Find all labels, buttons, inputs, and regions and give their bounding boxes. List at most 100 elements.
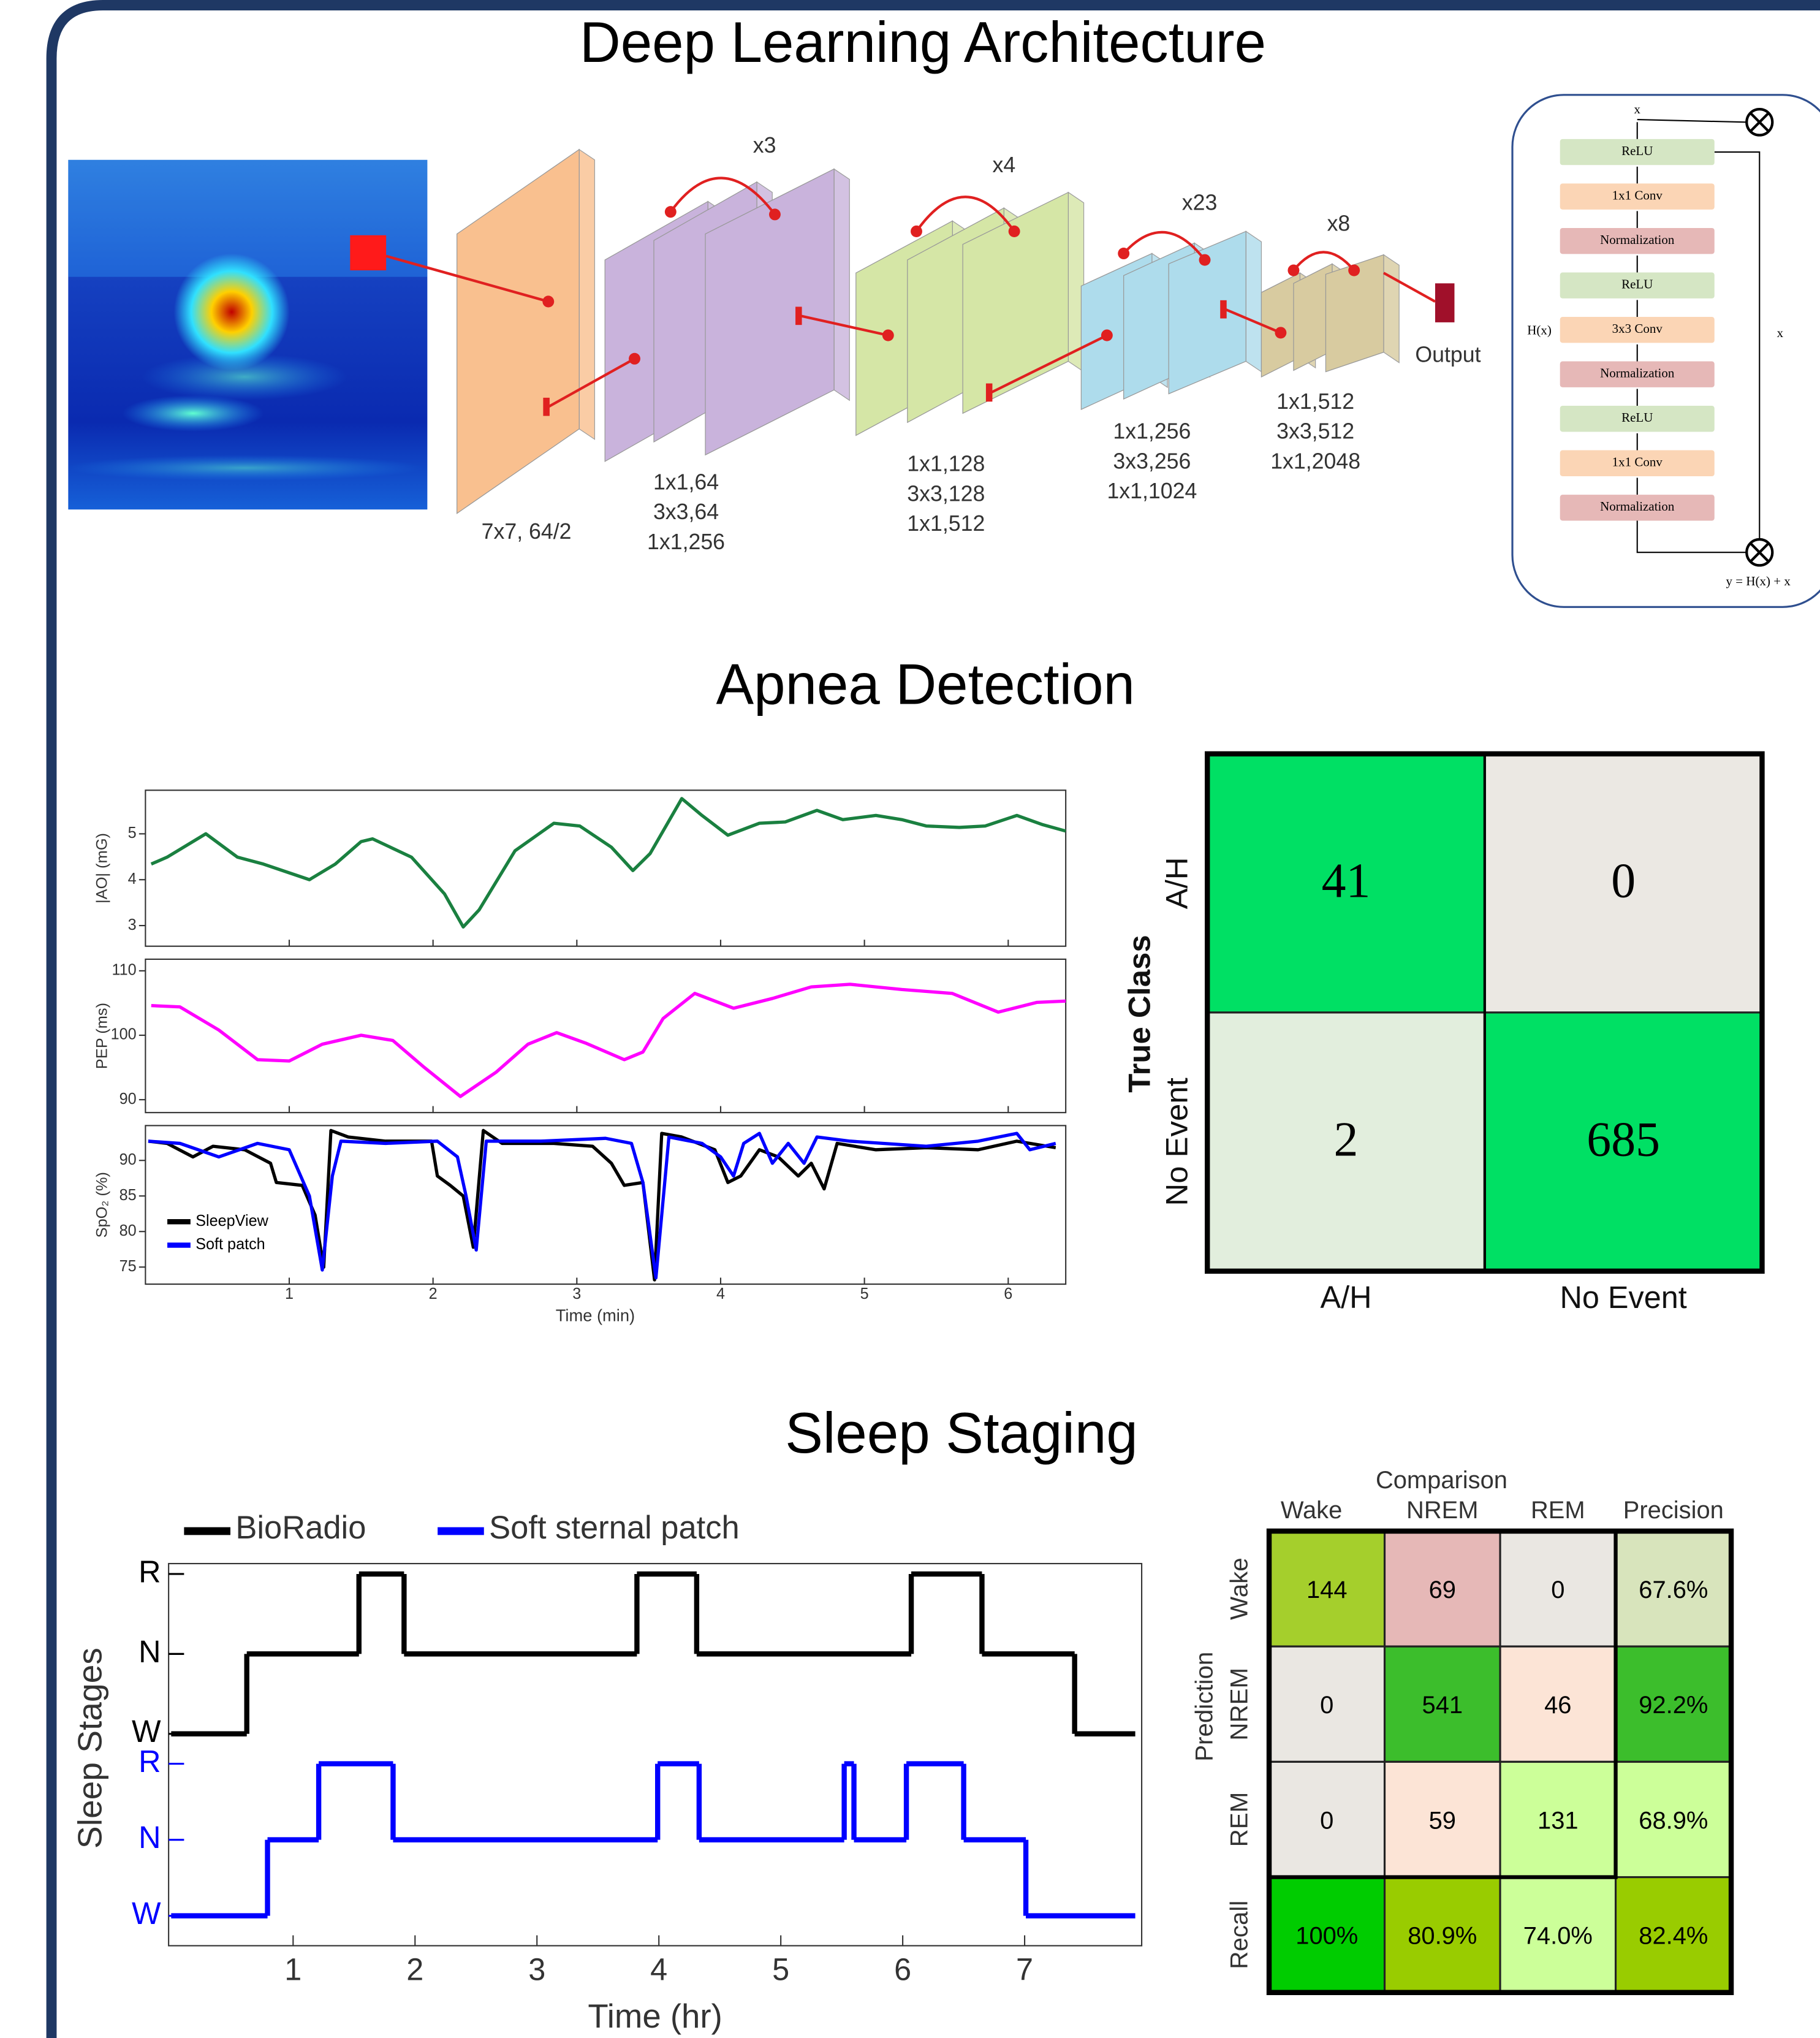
section-title: Sleep Staging [785,1401,1137,1465]
x-tick-label: 4 [716,1285,725,1302]
x-tick-label: 3 [528,1952,545,1987]
col-label: Precision [1623,1497,1724,1524]
connector-dot [542,295,554,307]
row-label: A/H [1159,857,1194,909]
block-skip: x [1777,325,1784,340]
y-tick-label: 75 [119,1258,137,1275]
connector-dot [1348,265,1360,276]
y-tick-label: W [132,1896,161,1931]
cell-label: 80.9% [1408,1922,1477,1949]
cell-label: 0 [1611,854,1636,908]
x-tick-label: 1 [285,1285,294,1302]
cell-label: 685 [1587,1112,1660,1166]
layer-label: 1x1,512 [1276,389,1354,414]
legend-label: SleepView [195,1212,268,1230]
block-layer-label: 3x3 Conv [1612,321,1663,336]
col-label: No Event [1560,1280,1687,1315]
x-tick-label: 1 [284,1952,301,1987]
cell-label: 0 [1320,1807,1333,1834]
connector-dot [1118,248,1129,259]
connector-dot [769,208,781,220]
layer-label: 1x1,1024 [1107,479,1197,503]
residual-block: x ReLU 1x1 Conv Normalization ReLU 3x3 Conv No… [1512,95,1820,607]
cell-label: 92.2% [1639,1692,1708,1719]
cell-label: 59 [1429,1807,1456,1834]
x-tick-label: 7 [1016,1952,1033,1987]
block-result: y = H(x) + x [1726,574,1791,588]
cell-label: 0 [1320,1692,1333,1719]
row-label: No Event [1159,1078,1194,1206]
block-layer-label: Normalization [1600,499,1675,514]
legend-label: BioRadio [235,1510,366,1546]
connector-dot [1287,265,1299,276]
x-tick-label: 5 [772,1952,789,1987]
y-tick-label: 5 [128,824,137,842]
legend-label: Soft sternal patch [489,1510,740,1546]
cell-label: 131 [1538,1807,1579,1834]
connector-end [1220,300,1227,319]
block-layer-label: Normalization [1600,365,1675,380]
block-layer-label: ReLU [1621,276,1653,291]
series-line [151,984,1066,1097]
y-tick-label: 4 [128,870,137,888]
col-label: REM [1531,1497,1585,1524]
connector-dot [665,206,677,218]
y-tick-label: R [138,1744,161,1779]
connector-dot [1009,226,1020,237]
x-axis-label: Comparison [1376,1467,1507,1494]
cell-label: 46 [1544,1692,1571,1719]
x-tick-label: 6 [1004,1285,1012,1302]
row-label: NREM [1226,1668,1253,1741]
legend-label: Soft patch [195,1236,265,1253]
layer-label: 1x1,512 [907,511,985,536]
figure: Deep Learning Architecture Apnea Detecti… [0,0,1820,2038]
cell-label: 82.4% [1639,1922,1708,1949]
page: Deep Learning Architecture Apnea Detecti… [0,0,1820,2038]
y-tick-label: 80 [119,1222,137,1239]
y-tick-label: R [138,1554,161,1589]
y-tick-label: 85 [119,1187,137,1204]
y-axis-label: Sleep Stages [71,1648,109,1849]
block-residual: H(x) [1527,323,1552,338]
block-layer-label: ReLU [1621,410,1653,425]
col-label: A/H [1321,1280,1372,1315]
y-axis-label: |AO| (mG) [94,833,111,903]
row-label: Wake [1226,1557,1253,1619]
y-tick-label: N [138,1820,161,1855]
plot-frame [169,1564,1142,1945]
connector-dot [911,226,922,237]
spectrogram [64,160,427,509]
y-tick-label: 90 [119,1151,137,1168]
connector-dot [629,353,640,365]
block-layer-label: 1x1 Conv [1612,188,1663,202]
block-input: x [1634,102,1640,116]
section-title: Apnea Detection [716,652,1135,716]
layer-label: 1x1,2048 [1270,449,1360,473]
output-label: Output [1415,342,1481,367]
cell-label: 74.0% [1523,1922,1593,1949]
layer-label: 3x3,512 [1276,419,1354,444]
output-node [1435,283,1455,322]
x-axis-label: Time (min) [556,1306,635,1325]
layer-label: 1x1,128 [907,452,985,476]
connector-end [795,306,802,325]
connector-dot [1275,327,1286,338]
col-label: NREM [1406,1497,1478,1524]
cell-label: 100% [1295,1922,1358,1949]
layer-label: 1x1,256 [647,530,725,554]
series-line [148,1130,1056,1280]
section-title: Deep Learning Architecture [580,10,1266,74]
y-axis-label: PEP (ms) [94,1003,111,1069]
cell-label: 0 [1551,1576,1564,1603]
block-layer-label: Normalization [1600,232,1675,247]
connector-end [986,384,993,402]
block-layer-label: 1x1 Conv [1612,455,1663,470]
row-label: Recall [1226,1901,1253,1969]
connector-dot [1101,330,1113,341]
y-tick-label: 100 [111,1026,137,1043]
layer-side [1246,231,1261,371]
architecture: 7x7, 64/2x31x1,643x3,641x1,256x41x1,1283… [386,133,1481,554]
x-axis-label: Time (hr) [588,1997,722,2035]
y-tick-label: 3 [128,916,137,933]
plot-frame [145,959,1066,1112]
